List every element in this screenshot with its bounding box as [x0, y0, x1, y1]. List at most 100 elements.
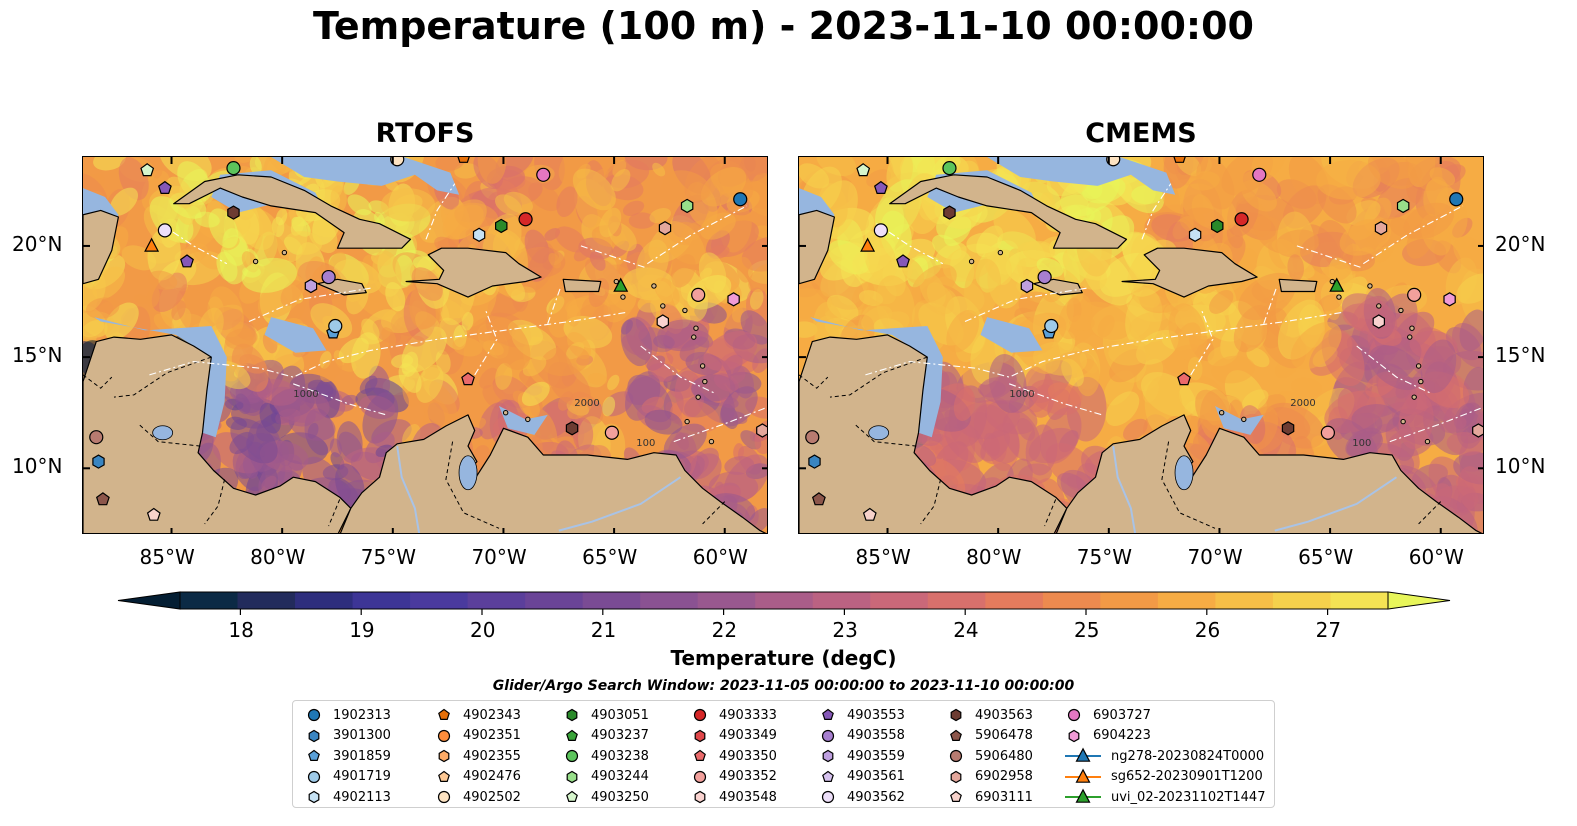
float-marker-6902958 [1472, 423, 1483, 438]
eez-boundary [1362, 205, 1464, 265]
temperature-blob [147, 227, 181, 281]
float-marker-4903563 [227, 205, 240, 220]
island [1398, 307, 1404, 314]
temperature-blob [750, 172, 767, 221]
legend-entry: 4902351 [433, 726, 521, 746]
float-marker-3901300 [808, 454, 821, 469]
float-marker-4902343 [457, 157, 470, 163]
float-marker-4903553 [896, 254, 910, 268]
temperature-blob [224, 328, 258, 350]
shallow-shelf [810, 317, 943, 438]
float-marker-4903553 [180, 254, 194, 268]
island [660, 303, 666, 309]
float-markers [805, 157, 1483, 521]
float-marker-5906478 [811, 492, 826, 506]
lat-tick-label-right: 20°N [1495, 231, 1546, 256]
float-marker-4903352 [604, 425, 619, 440]
legend-marker-icon [821, 791, 835, 804]
legend-label: 4903563 [975, 707, 1033, 723]
legend-label: 4903548 [719, 789, 777, 805]
temperature-blob [993, 207, 1036, 251]
eez-boundary [293, 383, 387, 416]
legend-label: 4903051 [591, 707, 649, 723]
lat-tick-label-left: 10°N [12, 454, 63, 479]
country-border [137, 423, 201, 447]
float-marker-4903238 [226, 161, 241, 176]
lon-tick-label: 70°W [1187, 545, 1243, 569]
colorbar-swatch [640, 592, 699, 609]
temperature-blob [216, 251, 238, 282]
float-marker-4903562 [873, 223, 888, 238]
eez-boundary [865, 312, 1342, 378]
land-south-america [339, 414, 767, 533]
temperature-blob [555, 226, 587, 253]
temperature-blob [407, 335, 425, 347]
temperature-blob [335, 463, 365, 507]
temperature-blob [637, 293, 668, 313]
float-marker-4902113 [472, 227, 486, 242]
temperature-blob [875, 275, 915, 336]
temperature-blob [644, 409, 683, 435]
temperature-blob [607, 374, 620, 391]
float-marker-4903051 [1211, 218, 1224, 234]
legend-label: 4902502 [463, 789, 521, 805]
temperature-blob [380, 188, 436, 222]
legend-label: 4903561 [847, 769, 905, 785]
temperature-blob [1316, 159, 1381, 200]
float-marker-4903553 [873, 180, 888, 195]
land-hispaniola [405, 247, 542, 298]
lon-tick-label: 65°W [582, 545, 638, 569]
legend-label: uvi_02-20231102T1447 [1111, 789, 1266, 805]
temperature-blob [495, 362, 513, 390]
colorbar-swatch [1157, 592, 1217, 609]
temperature-blob [661, 221, 705, 265]
temperature-blob [147, 270, 178, 291]
legend-entry: uvi_02-20231102T1447 [1063, 787, 1265, 807]
island [525, 416, 531, 423]
legend-entry: 6902958 [945, 767, 1033, 787]
lon-tick-label: 75°W [1076, 545, 1133, 569]
temperature-blob [964, 258, 1001, 317]
island [502, 410, 509, 416]
land-cuba [889, 174, 1128, 249]
island [691, 334, 697, 340]
eez-boundary [474, 310, 498, 376]
eez-boundary [673, 407, 765, 443]
lake-nicaragua [152, 425, 174, 441]
temperature-blob [724, 456, 755, 475]
country-border [829, 356, 928, 398]
search-window-caption: Glider/Argo Search Window: 2023-11-05 00… [492, 678, 1075, 694]
eez-boundary [1009, 383, 1103, 416]
float-marker-5906480 [89, 430, 104, 445]
legend-entry: 6903727 [1063, 705, 1151, 725]
shallow-shelf [1215, 406, 1264, 435]
colorbar-swatch [525, 592, 584, 609]
legend-label: 4903238 [591, 748, 649, 764]
float-marker-4903244 [1396, 198, 1410, 214]
lon-tick-label: 85°W [855, 545, 911, 569]
legend-label: 4903250 [591, 789, 649, 805]
legend-label: 3901300 [333, 728, 391, 744]
temperature-blob [477, 157, 507, 184]
eez-boundary [640, 345, 714, 394]
temperature-blob [488, 317, 531, 371]
island [1336, 294, 1342, 300]
float-marker-4903244 [680, 198, 694, 214]
legend-marker-icon [1067, 708, 1081, 722]
lat-tick-label-right: 10°N [1495, 454, 1546, 479]
temperature-blob [1122, 418, 1148, 441]
legend-marker-icon [694, 791, 706, 804]
eez-boundary [964, 287, 1087, 323]
legend-label: 6904223 [1093, 728, 1151, 744]
float-marker-5906478 [95, 492, 110, 506]
float-marker-4903563 [565, 421, 579, 436]
legend-label: 5906478 [975, 728, 1033, 744]
temperature-blob [1321, 261, 1352, 282]
legend-label: 4902351 [463, 728, 521, 744]
legend-marker-icon [821, 729, 835, 742]
map-svg-rtofs: 1000 2000 100 [83, 157, 767, 533]
float-marker-4903559 [304, 278, 318, 294]
temperature-blob [1233, 305, 1272, 353]
island [1218, 410, 1225, 416]
contour-label: 2000 [1290, 398, 1315, 409]
